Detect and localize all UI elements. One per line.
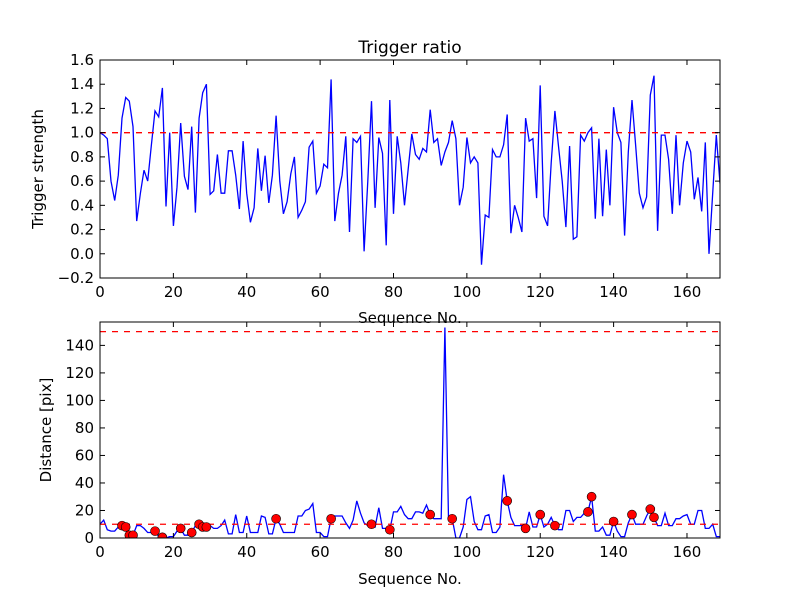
bottom-x-axis-label: Sequence No.: [358, 570, 462, 588]
top-x-axis-label: Sequence No.: [358, 309, 462, 327]
y-tick-label: 1.6: [70, 51, 94, 69]
y-tick-label: 1.0: [70, 124, 94, 142]
bottom-y-axis-label: Distance [pix]: [37, 378, 55, 483]
axes-frame: [99, 321, 721, 539]
x-tick-label: 120: [526, 543, 555, 561]
series-line-trigger-strength: [100, 75, 720, 265]
x-tick-label: 160: [673, 283, 702, 301]
flagged-point-marker: [385, 524, 395, 535]
x-tick-label: 100: [453, 283, 482, 301]
flagged-point-marker: [583, 507, 593, 517]
y-tick-label: 40: [75, 474, 94, 492]
flagged-point-marker: [649, 512, 659, 523]
flagged-point-marker: [447, 513, 457, 524]
distance-axes: 0 20 40 60 80 100 120 140 160 0 20 40 60 80 100 120 140: [65, 321, 721, 561]
x-tick-label: 120: [526, 283, 555, 301]
flagged-point-marker: [186, 527, 197, 538]
y-tick-label: 0.2: [70, 221, 94, 239]
flagged-point-marker: [645, 504, 656, 514]
x-tick-label: 60: [311, 283, 330, 301]
flagged-point-marker: [627, 509, 637, 520]
flagged-point-marker: [271, 513, 281, 524]
flagged-point-marker: [201, 522, 212, 532]
flagged-point-marker: [120, 522, 131, 532]
flagged-point-marker: [157, 532, 168, 538]
flagged-point-marker: [550, 520, 560, 531]
trigger-ratio-axes: 0 20 40 60 80 100 120 140 160 −0.2 0.0 0.2 0.4 0.6 0.8…: [58, 51, 721, 301]
flagged-point-marker: [366, 519, 377, 530]
x-tick-label: 20: [164, 543, 183, 561]
flagged-point-marker: [175, 523, 186, 534]
y-tick-label: 0.6: [70, 172, 94, 190]
flagged-point-marker: [586, 491, 597, 502]
y-tick-label: 20: [75, 501, 94, 519]
x-tick-label: 100: [453, 543, 482, 561]
y-tick-label: 0: [84, 529, 94, 547]
x-tick-label: 0: [95, 543, 105, 561]
axes-frame: [99, 59, 721, 279]
chart-title: Trigger ratio: [357, 38, 461, 58]
x-tick-label: 0: [95, 283, 105, 301]
plot-area: [100, 75, 720, 265]
y-tick-label: 0.4: [70, 196, 94, 214]
x-tick-label: 160: [673, 543, 702, 561]
y-tick-label: −0.2: [58, 269, 94, 287]
flagged-point-marker: [502, 496, 513, 506]
x-tick-label: 140: [599, 543, 628, 561]
flagged-point-marker: [326, 513, 336, 524]
y-tick-label: 140: [65, 336, 94, 354]
y-tick-label: 60: [75, 446, 94, 464]
y-tick-label: 100: [65, 391, 94, 409]
y-tick-label: 1.4: [70, 75, 94, 93]
x-tick-label: 60: [311, 543, 330, 561]
x-tick-label: 20: [164, 283, 183, 301]
y-tick-label: 0.8: [70, 148, 94, 166]
plot-area: [100, 327, 720, 538]
x-tick-label: 140: [599, 283, 628, 301]
x-tick-label: 80: [384, 543, 403, 561]
y-tick-label: 0.0: [70, 245, 94, 263]
y-tick-label: 120: [65, 364, 94, 382]
x-tick-label: 40: [237, 543, 256, 561]
top-y-axis-label: Trigger strength: [29, 109, 47, 230]
flagged-point-marker: [608, 516, 619, 527]
flagged-point-marker: [535, 509, 546, 520]
flagged-point-marker: [150, 526, 160, 536]
flagged-point-marker: [520, 523, 531, 534]
y-tick-label: 1.2: [70, 99, 94, 117]
x-tick-label: 40: [237, 283, 256, 301]
x-tick-label: 80: [384, 283, 403, 301]
flagged-point-marker: [425, 509, 435, 520]
flagged-point-marker: [128, 530, 138, 538]
y-tick-label: 80: [75, 419, 94, 437]
